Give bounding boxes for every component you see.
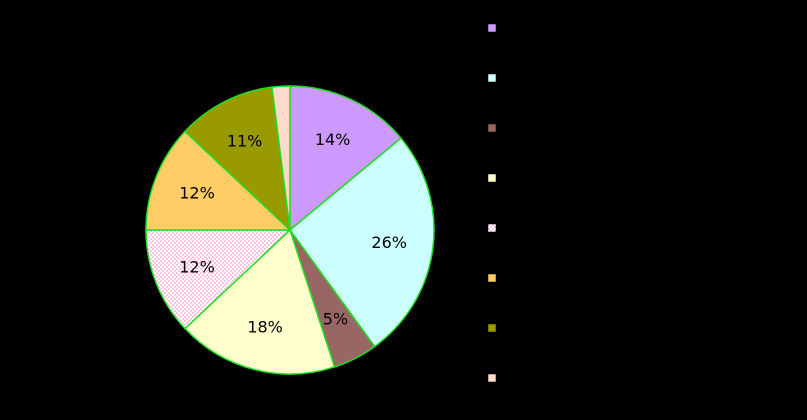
legend [487,23,497,383]
legend-marker-0 [487,23,497,33]
slice-data-label-2: 5% [323,310,348,329]
pie-slice-5 [145,130,292,231]
slice-data-label-5: 12% [179,184,215,203]
legend-marker-1 [487,73,497,83]
legend-marker-7 [487,373,497,383]
pie-slice-7 [271,85,291,231]
legend-marker-5 [487,273,497,283]
slice-data-label-0: 14% [315,130,351,149]
pie-slices [145,85,435,375]
pie-slice-6 [183,86,292,232]
legend-marker-3 [487,173,497,183]
legend-marker-4 [487,223,497,233]
slice-data-label-1: 26% [371,233,407,252]
slice-data-label-4: 12% [179,257,215,276]
legend-marker-2 [487,123,497,133]
pie-data-labels: 14% 26% 5% 18% 12% 12% 11% [179,130,407,336]
slice-data-label-6: 11% [227,131,263,150]
legend-marker-6 [487,323,497,333]
pie-slice-0 [289,85,403,232]
pie-slice-4 [145,229,292,330]
slice-data-label-3: 18% [247,317,283,336]
pie-slice-3 [183,228,336,375]
pie-slice-1 [288,137,435,348]
